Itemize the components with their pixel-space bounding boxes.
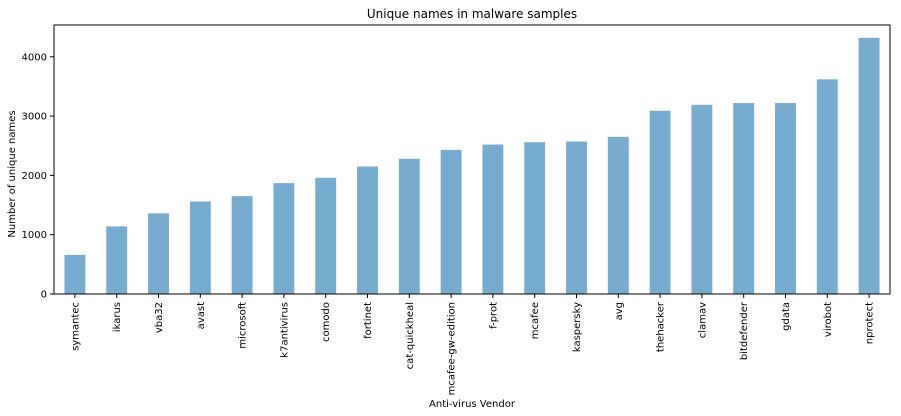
x-tick-label-thehacker: thehacker [656, 301, 667, 352]
chart-title: Unique names in malware samples [367, 7, 577, 21]
plot-frame [53, 24, 891, 295]
x-tick-label-mcafee: mcafee [530, 302, 541, 339]
bar-kaspersky [566, 141, 587, 294]
bar-comodo [315, 177, 337, 294]
bar-ikarus [106, 226, 128, 294]
bar-mcafee-gw-edition [440, 149, 462, 294]
x-axis-ticks: symantec ikarus vba32 avast microsoft k7antiv… [70, 294, 876, 395]
bar-virobot [816, 79, 838, 294]
bar-thehacker [649, 110, 671, 294]
bars-group [64, 37, 880, 295]
y-tick-label: 3000 [22, 112, 47, 123]
bar-avg [607, 136, 629, 294]
x-tick-label-cat-quickheal: cat-quickheal [405, 302, 416, 369]
y-tick-label: 2000 [22, 171, 47, 182]
bar-bitdefender [733, 103, 755, 294]
bar-fortinet [357, 166, 378, 294]
y-tick-label: 1000 [22, 230, 47, 241]
x-tick-label-fortinet: fortinet [363, 302, 374, 339]
x-tick-label-avast: avast [196, 302, 207, 329]
x-tick-label-mcafee-gw-edition: mcafee-gw-edition [447, 302, 458, 395]
x-tick-label-kaspersky: kaspersky [572, 302, 583, 352]
x-tick-label-gdata: gdata [781, 302, 792, 331]
x-tick-label-clamav: clamav [697, 302, 708, 338]
bar-vba32 [148, 213, 169, 294]
bar-f-prot [482, 144, 504, 294]
x-tick-label-k7antivirus: k7antivirus [279, 302, 290, 358]
x-tick-label-avg: avg [614, 302, 625, 320]
bar-gdata [775, 103, 796, 294]
bar-nprotect [858, 37, 880, 295]
x-tick-label-bitdefender: bitdefender [739, 301, 750, 360]
x-axis-label: Anti-virus Vendor [429, 399, 516, 410]
bar-symantec [64, 254, 86, 294]
y-axis-ticks: 0 1000 2000 3000 4000 [22, 52, 54, 301]
x-tick-label-f-prot: f-prot [488, 302, 499, 329]
bar-k7antivirus [273, 183, 295, 294]
y-tick-label: 0 [41, 290, 47, 301]
x-tick-label-symantec: symantec [70, 302, 81, 351]
x-tick-label-virobot: virobot [823, 302, 834, 337]
x-tick-label-nprotect: nprotect [865, 302, 876, 344]
bar-clamav [691, 104, 713, 294]
bar-cat-quickheal [398, 158, 420, 294]
x-tick-label-ikarus: ikarus [112, 302, 123, 332]
y-axis-label: Number of unique names [7, 110, 18, 237]
x-tick-label-microsoft: microsoft [238, 302, 249, 349]
bar-avast [189, 201, 211, 294]
bar-microsoft [231, 196, 253, 294]
y-tick-label: 4000 [22, 52, 47, 63]
x-tick-label-vba32: vba32 [154, 302, 165, 333]
x-tick-label-comodo: comodo [321, 302, 332, 342]
bar-mcafee [524, 142, 546, 294]
